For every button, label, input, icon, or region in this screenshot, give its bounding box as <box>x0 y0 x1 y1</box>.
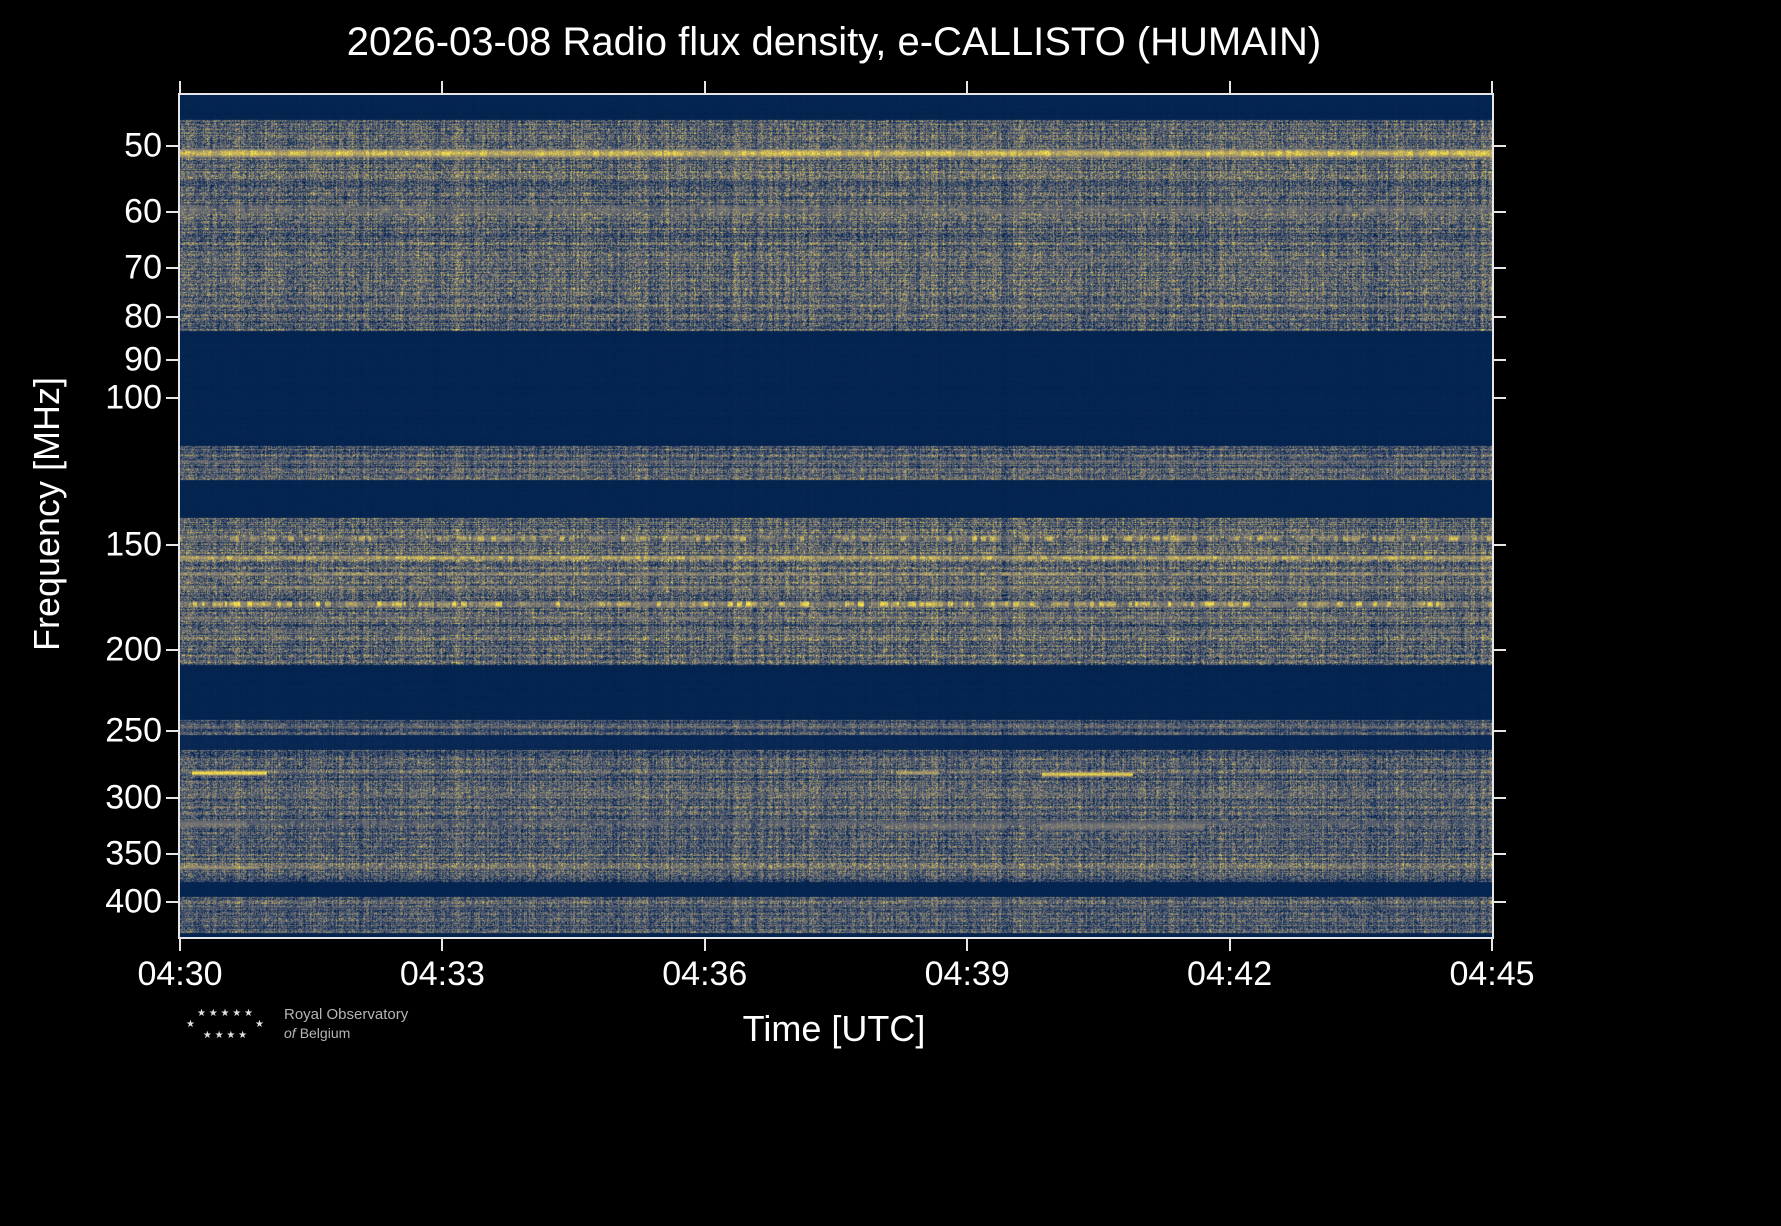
y-tick-mark-right <box>1494 358 1506 361</box>
x-tick-mark-top <box>703 81 706 93</box>
x-tick-mark-top <box>966 81 969 93</box>
x-tick-label: 04:33 <box>399 955 485 993</box>
rob-logo-line1: Royal Observatory <box>284 1006 409 1023</box>
rob-logo-line2-belgium: Belgium <box>299 1025 351 1041</box>
y-tick-label: 80 <box>124 297 162 336</box>
x-tick-mark <box>1228 939 1231 951</box>
y-tick-mark-right <box>1494 852 1506 855</box>
y-tick-label: 400 <box>105 882 162 921</box>
y-tick-mark <box>166 901 178 904</box>
y-tick-mark <box>166 796 178 799</box>
y-tick-mark-right <box>1494 211 1506 213</box>
plot-area: 04:30 04:33 04:36 04:39 04:42 04:45 50 60 70 80 90… <box>105 81 1535 993</box>
y-tick-mark-right <box>1494 901 1506 904</box>
y-tick-mark <box>166 544 178 547</box>
x-tick-mark <box>703 939 706 951</box>
chart-title: 2026-03-08 Radio flux density, e-CALLIST… <box>346 20 1322 64</box>
x-tick-mark <box>441 939 444 951</box>
y-tick-mark-right <box>1494 144 1506 147</box>
star-icon: ★ <box>255 1018 264 1030</box>
y-tick-label: 50 <box>124 126 162 165</box>
y-tick-label: 200 <box>105 630 162 669</box>
y-tick-mark <box>166 315 178 318</box>
y-tick-mark <box>166 144 178 147</box>
y-tick-label: 70 <box>124 248 162 287</box>
y-tick-mark-right <box>1494 796 1506 799</box>
x-tick-mark-top <box>1491 81 1493 93</box>
rob-logo-text: Royal Observatory of Belgium <box>284 1005 408 1043</box>
star-icon-row-mid: ★ ★ <box>182 1019 268 1030</box>
y-tick-mark-right <box>1494 544 1506 547</box>
y-tick-label: 100 <box>105 378 162 417</box>
y-tick-mark <box>166 396 178 399</box>
x-tick-label: 04:45 <box>1449 955 1535 993</box>
x-tick-label: 04:36 <box>662 955 748 993</box>
x-tick-mark <box>1491 939 1493 951</box>
x-tick-mark <box>179 939 181 951</box>
y-tick-mark-right <box>1494 315 1506 318</box>
y-tick-label: 350 <box>105 834 162 873</box>
rob-logo-stars-icon: ★ ★ ★ ★ ★ ★ ★ ★ ★ ★ ★ <box>182 1008 268 1041</box>
y-tick-mark <box>166 358 178 361</box>
y-tick-mark <box>166 211 178 213</box>
y-tick-mark-right <box>1494 267 1506 270</box>
y-tick-label: 60 <box>124 192 162 231</box>
rob-logo-line2: of Belgium <box>284 1024 408 1043</box>
star-icon-row-bottom: ★ ★ ★ ★ <box>202 1029 248 1041</box>
y-tick-mark <box>166 730 178 733</box>
x-tick-mark-top <box>179 81 181 93</box>
y-tick-label: 250 <box>105 711 162 750</box>
x-tick-mark <box>966 939 969 951</box>
rob-logo: ★ ★ ★ ★ ★ ★ ★ ★ ★ ★ ★ Royal Observatory … <box>182 1005 408 1043</box>
y-tick-mark-right <box>1494 396 1506 399</box>
y-tick-mark <box>166 267 178 270</box>
x-axis-title: Time [UTC] <box>742 1008 926 1049</box>
star-icon: ★ <box>186 1018 195 1030</box>
x-tick-mark-top <box>1228 81 1231 93</box>
y-tick-label: 90 <box>124 340 162 379</box>
x-tick-label: 04:39 <box>924 955 1010 993</box>
y-axis-title: Frequency [MHz] <box>26 376 67 652</box>
rob-logo-line2-of: of <box>284 1025 296 1041</box>
star-icon-row-top: ★ ★ ★ ★ ★ <box>197 1007 253 1019</box>
y-tick-label: 150 <box>105 525 162 564</box>
y-tick-mark <box>166 649 178 652</box>
x-tick-label: 04:30 <box>137 955 223 993</box>
y-tick-mark-right <box>1494 649 1506 652</box>
y-tick-label: 300 <box>105 778 162 817</box>
y-tick-mark <box>166 852 178 855</box>
x-tick-label: 04:42 <box>1187 955 1273 993</box>
x-tick-mark-top <box>441 81 444 93</box>
y-tick-mark-right <box>1494 730 1506 733</box>
spectrogram-canvas <box>180 95 1492 937</box>
